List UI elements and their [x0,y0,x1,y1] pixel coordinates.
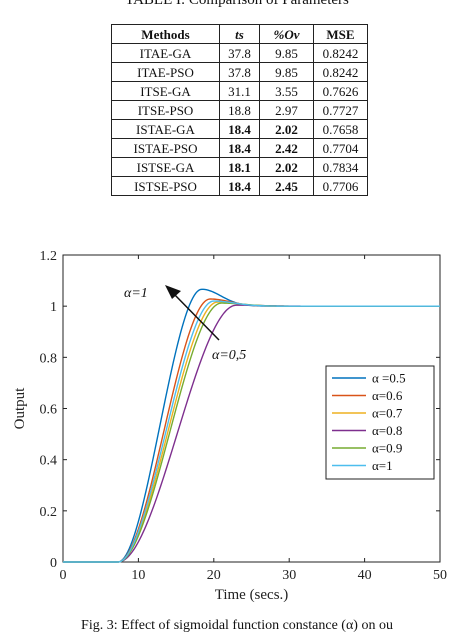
header-methods: Methods [111,24,220,44]
annotation-alpha-1: α=1 [124,286,148,301]
cell-ov: 3.55 [259,81,314,101]
cell-mse: 0.7658 [313,119,368,139]
legend-entry: α=0.7 [372,406,403,421]
cell-ov: 2.97 [259,100,314,120]
cell-method: ISTSE-GA [111,157,220,177]
table-header-row: Methods ts %Ov MSE [111,24,368,44]
cell-method: ISTAE-GA [111,119,220,139]
header-ov: %Ov [259,24,314,44]
table-body: ITAE-GA 37.8 9.85 0.8242 ITAE-PSO 37.8 9.85 0.8… [111,43,368,196]
cell-mse: 0.7727 [313,100,368,120]
table-row: ITSE-GA 31.1 3.55 0.7626 [111,81,368,101]
step-response-chart: 0 10 20 30 40 50 0 0.2 0.4 0.6 0.8 1 1.2 Time (secs.)… [12,249,447,603]
y-tick-label: 0 [50,556,57,571]
cell-ov: 9.85 [259,43,314,63]
x-tick-label: 20 [207,568,221,583]
parameters-table: Methods ts %Ov MSE ITAE-GA 37.8 9.85 0.8242… [111,24,368,196]
y-tick-label: 0.8 [40,351,58,366]
table-row: ISTSE-GA 18.1 2.02 0.7834 [111,157,368,177]
cell-method: ISTSE-PSO [111,176,220,196]
legend-entry: α =0.5 [372,371,406,386]
header-ts: ts [219,24,260,44]
figure-caption: Fig. 3: Effect of sigmoidal function con… [81,618,393,633]
y-tick-label: 1 [50,300,57,315]
legend-entry: α=0.9 [372,441,402,456]
series-line [63,300,440,563]
cell-method: ITSE-PSO [111,100,220,120]
legend-entry: α=1 [372,458,393,473]
cell-mse: 0.7626 [313,81,368,101]
cell-ov: 2.42 [259,138,314,158]
x-tick-label: 10 [131,568,145,583]
y-tick-label: 0.4 [40,454,58,469]
table-row: ITSE-PSO 18.8 2.97 0.7727 [111,100,368,120]
y-tick-label: 0.6 [40,403,58,418]
cell-ts: 18.4 [219,138,260,158]
cell-ts: 18.1 [219,157,260,177]
cell-ts: 18.4 [219,176,260,196]
cell-ov: 9.85 [259,62,314,82]
x-axis-label: Time (secs.) [215,587,289,603]
cell-method: ITAE-PSO [111,62,220,82]
table-row: ISTAE-GA 18.4 2.02 0.7658 [111,119,368,139]
header-mse: MSE [313,24,368,44]
cell-mse: 0.8242 [313,43,368,63]
cell-mse: 0.7704 [313,138,368,158]
cell-ts: 18.8 [219,100,260,120]
cell-mse: 0.7706 [313,176,368,196]
cell-ts: 31.1 [219,81,260,101]
cell-ov: 2.02 [259,119,314,139]
annotation-arrow-head [165,285,181,299]
cell-ts: 37.8 [219,62,260,82]
x-tick-label: 0 [60,568,67,583]
annotation-arrow-line [172,292,220,341]
cell-ts: 37.8 [219,43,260,63]
annotation-alpha-05: α=0,5 [212,348,246,363]
table-row: ITAE-PSO 37.8 9.85 0.8242 [111,62,368,82]
table-caption: TABLE I: Comparison of Parameters [125,0,349,8]
cell-mse: 0.8242 [313,62,368,82]
table-row: ISTAE-PSO 18.4 2.42 0.7704 [111,138,368,158]
cell-method: ITAE-GA [111,43,220,63]
y-tick-label: 0.2 [40,505,58,520]
cell-method: ISTAE-PSO [111,138,220,158]
cell-ov: 2.45 [259,176,314,196]
legend-entry: α=0.6 [372,388,403,403]
y-axis-label: Output [12,387,28,430]
x-tick-label: 40 [358,568,372,583]
table-row: ITAE-GA 37.8 9.85 0.8242 [111,43,368,63]
table-row: ISTSE-PSO 18.4 2.45 0.7706 [111,176,368,196]
legend-entry: α=0.8 [372,423,402,438]
cell-ts: 18.4 [219,119,260,139]
x-tick-label: 50 [433,568,447,583]
cell-ov: 2.02 [259,157,314,177]
x-tick-label: 30 [282,568,296,583]
legend-box [325,365,435,480]
cell-mse: 0.7834 [313,157,368,177]
y-tick-label: 1.2 [40,249,58,264]
cell-method: ITSE-GA [111,81,220,101]
